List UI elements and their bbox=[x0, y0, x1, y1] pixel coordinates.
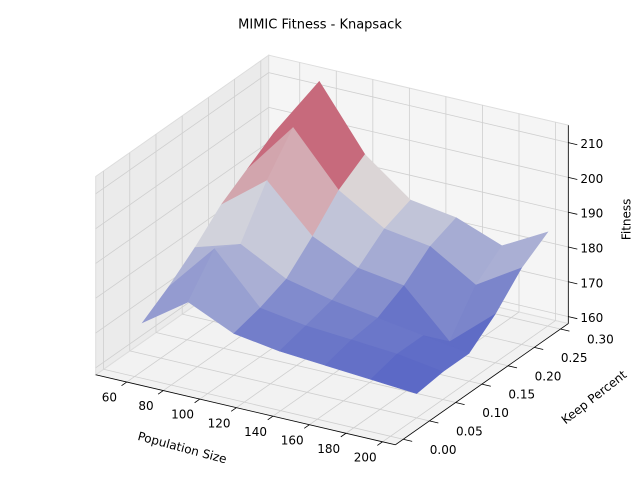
chart-title: MIMIC Fitness - Knapsack bbox=[238, 18, 402, 33]
x-tick-label: 100 bbox=[171, 408, 194, 422]
x-tick-label: 140 bbox=[244, 425, 267, 439]
z-tick-label: 210 bbox=[580, 137, 603, 151]
y-tick-label: 0.30 bbox=[587, 333, 614, 347]
grid-line bbox=[103, 368, 404, 440]
z-tick-label: 190 bbox=[580, 207, 603, 221]
tick-mark bbox=[560, 328, 570, 332]
grid-line bbox=[129, 350, 430, 422]
z-axis-label: Fitness bbox=[620, 199, 634, 241]
tick-mark bbox=[157, 390, 164, 395]
z-tick-label: 170 bbox=[580, 276, 603, 290]
tick-mark bbox=[267, 415, 274, 421]
tick-mark bbox=[568, 246, 578, 250]
y-tick-label: 0.15 bbox=[508, 388, 535, 402]
x-tick-label: 120 bbox=[208, 416, 231, 430]
tick-mark bbox=[377, 441, 383, 446]
tick-mark bbox=[194, 398, 201, 404]
x-axis-label: Population Size bbox=[136, 429, 228, 466]
tick-mark bbox=[403, 438, 413, 442]
x-tick-label: 200 bbox=[354, 450, 377, 464]
y-tick-label: 0.25 bbox=[561, 351, 588, 365]
x-tick-label: 180 bbox=[317, 442, 340, 456]
tick-mark bbox=[304, 424, 310, 429]
y-tick-label: 0.10 bbox=[482, 406, 509, 420]
tick-mark bbox=[429, 420, 439, 424]
tick-mark bbox=[568, 142, 578, 146]
x-tick-label: 80 bbox=[138, 399, 153, 413]
grid-line bbox=[95, 107, 269, 229]
z-tick-label: 200 bbox=[580, 172, 603, 186]
tick-mark bbox=[230, 407, 237, 412]
grid-line bbox=[95, 141, 269, 264]
axis-line bbox=[95, 374, 396, 446]
x-tick-label: 160 bbox=[281, 433, 304, 447]
y-tick-label: 0.20 bbox=[535, 369, 562, 383]
tick-mark bbox=[340, 432, 347, 438]
tick-mark bbox=[568, 211, 578, 215]
tick-mark bbox=[455, 402, 465, 406]
grid-line bbox=[95, 72, 269, 195]
surface-cell bbox=[370, 353, 444, 394]
surface bbox=[141, 80, 549, 394]
tick-mark bbox=[568, 177, 578, 180]
tick-mark bbox=[534, 347, 544, 350]
tick-mark bbox=[121, 381, 127, 386]
grid-line bbox=[155, 332, 456, 403]
axis-line bbox=[395, 323, 569, 446]
tick-mark bbox=[507, 365, 518, 369]
tick-mark bbox=[481, 383, 491, 387]
y-tick-label: 0.05 bbox=[456, 424, 483, 438]
tick-mark bbox=[568, 316, 578, 320]
x-tick-label: 60 bbox=[102, 391, 117, 405]
y-tick-label: 0.00 bbox=[430, 443, 457, 457]
y-axis-label: Keep Percent bbox=[559, 367, 630, 427]
tick-mark bbox=[568, 281, 578, 285]
z-tick-label: 160 bbox=[580, 311, 603, 325]
z-tick-label: 180 bbox=[580, 241, 603, 255]
